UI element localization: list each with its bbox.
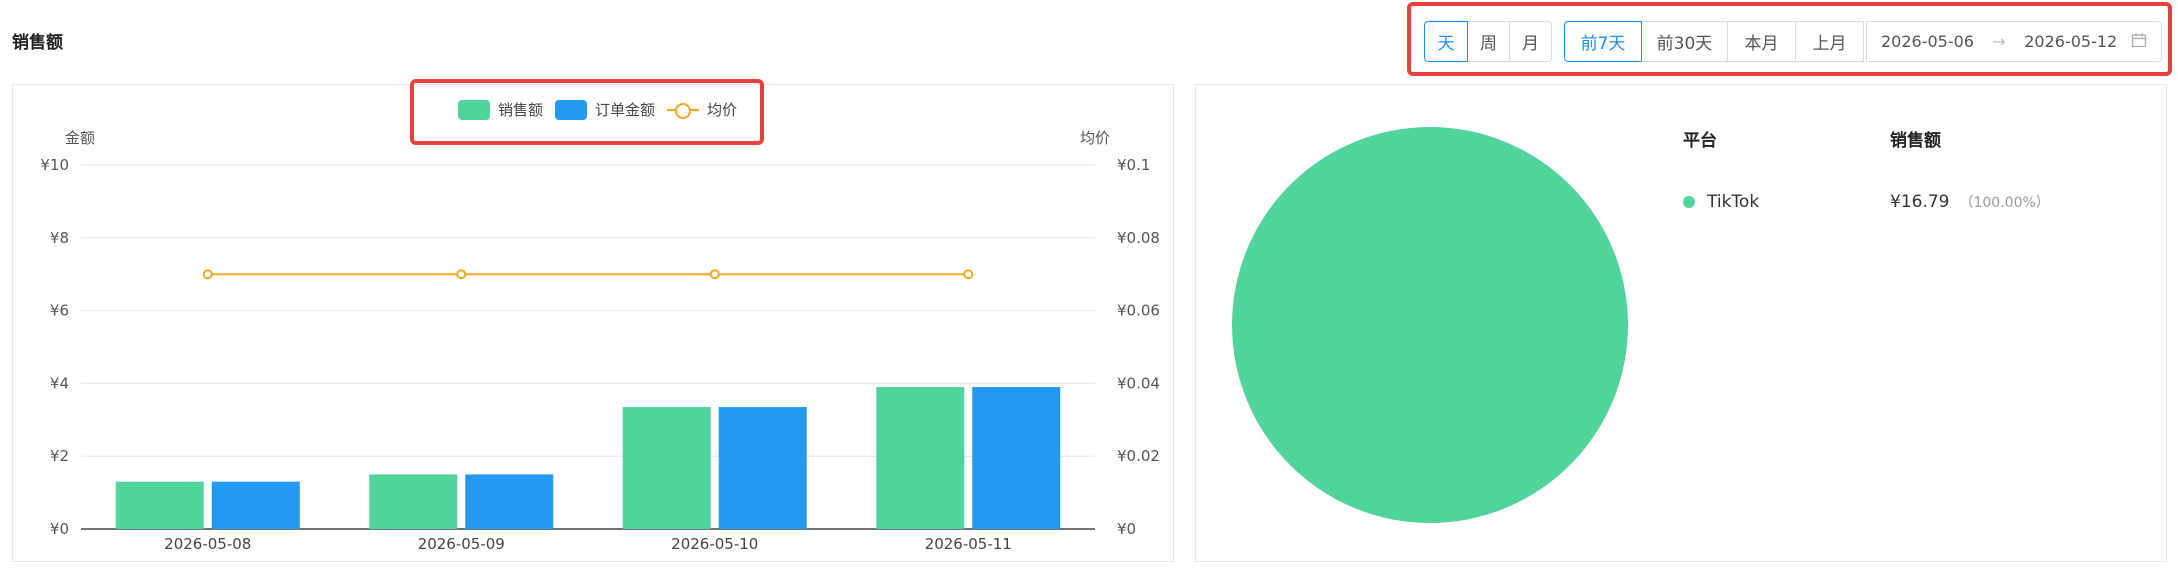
y-tick-label: ¥4 [50, 374, 69, 392]
platform-row-value: ¥16.79 （100.00%） [1890, 192, 2050, 212]
arrow-right-icon: → [1992, 32, 2006, 51]
x-tick-label: 2026-05-09 [418, 535, 505, 553]
platform-sales-value: ¥16.79 [1890, 192, 1950, 212]
range-toggle: 前7天 前30天 本月 上月 [1564, 21, 1864, 62]
y-tick-label: ¥2 [50, 447, 69, 465]
x-tick-label: 2026-05-08 [164, 535, 251, 553]
platform-sales-percent: （100.00%） [1959, 195, 2050, 211]
granularity-month-button[interactable]: 月 [1509, 21, 1552, 62]
range-this-month-button[interactable]: 本月 [1727, 21, 1796, 62]
bar-orders [211, 481, 300, 529]
legend-label-orders: 订单金额 [595, 101, 656, 119]
platform-name: TikTok [1707, 192, 1760, 212]
x-tick-label: 2026-05-10 [671, 535, 758, 553]
filter-highlight-box [1407, 2, 2172, 76]
x-tick-label: 2026-05-11 [925, 535, 1012, 553]
date-end[interactable]: 2026-05-12 [2024, 32, 2118, 51]
calendar-icon[interactable] [2131, 32, 2147, 52]
granularity-week-button[interactable]: 周 [1467, 21, 1510, 62]
range-last7-button[interactable]: 前7天 [1564, 21, 1642, 62]
legend-swatch-sales [458, 99, 490, 120]
y2-tick-label: ¥0.06 [1117, 302, 1160, 320]
bar-sales [115, 481, 204, 529]
y-tick-label: ¥0 [50, 520, 69, 538]
bar-orders [465, 474, 554, 529]
legend-swatch-orders [555, 99, 588, 120]
legend-label-sales: 销售额 [498, 101, 544, 119]
y-tick-label: ¥10 [40, 156, 69, 174]
granularity-day-button[interactable]: 天 [1424, 21, 1468, 62]
granularity-toggle: 天 周 月 [1424, 21, 1552, 62]
sales-trend-chart: ¥0 ¥0 ¥2 ¥0.02 ¥4 ¥0.04 ¥6 ¥0.06 ¥8 ¥0.08 ¥10 ¥0.1 金… [40, 129, 1160, 553]
y2-tick-label: ¥0.02 [1117, 447, 1160, 465]
bar-sales [369, 474, 458, 529]
platform-dot [1683, 196, 1695, 208]
legend-label-avg: 均价 [707, 101, 738, 119]
y2-axis-title: 均价 [1080, 129, 1110, 147]
y2-tick-label: ¥0.1 [1117, 156, 1150, 174]
legend-item-avg[interactable]: 均价 [667, 99, 737, 120]
bar-orders [718, 407, 807, 529]
legend-item-sales[interactable]: 销售额 [458, 99, 543, 120]
bar-sales [876, 387, 965, 529]
y-tick-label: ¥6 [50, 302, 69, 320]
bar-orders [972, 387, 1061, 529]
date-range-picker[interactable]: 2026-05-06 → 2026-05-12 [1866, 21, 2162, 62]
y-axis-title: 金额 [65, 129, 95, 147]
date-start[interactable]: 2026-05-06 [1881, 32, 1974, 51]
range-last-month-button[interactable]: 上月 [1795, 21, 1864, 62]
point-avg-price [456, 269, 467, 280]
point-avg-price [963, 269, 974, 280]
platform-row-name: TikTok [1683, 192, 1759, 212]
chart-legend: 销售额 订单金额 均价 [458, 99, 749, 120]
pie-slice-tiktok[interactable] [1232, 127, 1628, 523]
platform-pie-chart [1232, 127, 1628, 523]
point-avg-price [202, 269, 213, 280]
point-avg-price [709, 269, 720, 280]
y2-tick-label: ¥0.04 [1117, 374, 1160, 392]
column-header-sales: 销售额 [1890, 131, 1941, 151]
column-header-platform: 平台 [1683, 131, 1717, 151]
y2-tick-label: ¥0 [1117, 520, 1136, 538]
legend-item-orders[interactable]: 订单金额 [555, 99, 655, 120]
y2-tick-label: ¥0.08 [1117, 229, 1160, 247]
legend-swatch-avg [667, 100, 700, 120]
legend-highlight-box [410, 79, 764, 145]
range-last30-button[interactable]: 前30天 [1641, 21, 1728, 62]
bar-sales [622, 407, 711, 529]
section-title: 销售额 [12, 33, 63, 53]
y-tick-label: ¥8 [50, 229, 69, 247]
